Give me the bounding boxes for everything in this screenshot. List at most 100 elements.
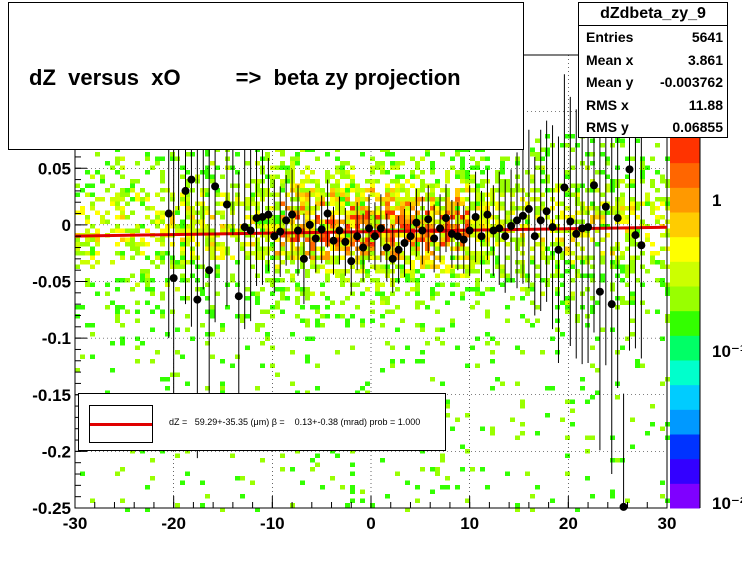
density-cell [400,183,405,188]
density-cell [140,242,145,247]
density-cell [90,354,95,359]
density-cell [245,161,250,166]
density-cell [290,278,295,283]
palette-segment [670,187,700,213]
density-cell [495,201,500,206]
density-cell [600,224,605,229]
density-cell [330,188,335,193]
density-cell [315,269,320,274]
data-marker [335,226,344,235]
data-marker [465,226,474,235]
profile-point [530,156,539,316]
profile-point [518,147,527,284]
density-cell [250,192,255,197]
density-cell [335,188,340,193]
density-cell [80,354,85,359]
density-cell [295,152,300,157]
density-cell [585,233,590,238]
density-cell [540,237,545,242]
density-cell [265,152,270,157]
density-cell [585,152,590,157]
density-cell [575,255,580,260]
density-cell [520,404,525,409]
density-cell [590,237,595,242]
density-cell [530,246,535,251]
density-cell [165,278,170,283]
density-cell [340,210,345,215]
density-cell [205,152,210,157]
density-cell [305,291,310,296]
density-cell [140,237,145,242]
density-cell [500,282,505,287]
density-cell [120,165,125,170]
density-cell [425,233,430,238]
density-cell [445,413,450,418]
density-cell [135,228,140,233]
profile-point [317,195,326,264]
density-cell [170,309,175,314]
density-cell [255,246,260,251]
data-marker [518,211,527,220]
density-cell [460,156,465,161]
density-cell [460,179,465,184]
density-cell [130,183,135,188]
profile-point [382,213,391,282]
density-cell [430,183,435,188]
density-cell [590,215,595,220]
stats-label: RMS x [586,96,629,113]
density-cell [275,165,280,170]
density-cell [400,201,405,206]
density-cell [585,273,590,278]
legend-box: dZ = 59.29+-35.35 (μm) β = 0.13+-0.38 (m… [78,393,446,451]
density-cell [610,188,615,193]
density-cell [325,278,330,283]
density-cell [185,327,190,332]
density-cell [470,206,475,211]
density-cell [420,327,425,332]
density-cell [85,282,90,287]
density-cell [245,206,250,211]
density-cell [180,246,185,251]
density-cell [305,359,310,364]
density-cell [590,152,595,157]
density-cell [480,291,485,296]
density-cell [460,264,465,269]
density-cell [120,174,125,179]
density-cell [235,152,240,157]
density-cell [430,210,435,215]
data-marker [353,232,362,241]
density-cell [270,174,275,179]
density-cell [250,264,255,269]
density-cell [430,197,435,202]
stats-box: dZdbeta_zy_9 Entries 5641 Mean x 3.861 M… [578,2,728,138]
density-cell [520,431,525,436]
density-cell [265,336,270,341]
density-cell [155,161,160,166]
density-cell [255,192,260,197]
density-cell [630,296,635,301]
density-cell [340,206,345,211]
density-cell [100,197,105,202]
density-cell [200,188,205,193]
density-cell [485,260,490,265]
density-cell [370,503,375,508]
density-cell [415,300,420,305]
density-cell [630,183,635,188]
density-cell [125,309,130,314]
density-cell [85,219,90,224]
density-cell [280,161,285,166]
density-cell [585,476,590,481]
data-marker [554,245,563,254]
density-cell [470,233,475,238]
profile-point [412,188,421,257]
density-cell [220,381,225,386]
density-cell [435,219,440,224]
density-cell [470,224,475,229]
density-cell [405,210,410,215]
y-tick-label: -0.15 [32,386,71,405]
density-cell [570,296,575,301]
density-cell [420,170,425,175]
density-cell [620,138,625,143]
density-cell [160,179,165,184]
density-cell [410,174,415,179]
